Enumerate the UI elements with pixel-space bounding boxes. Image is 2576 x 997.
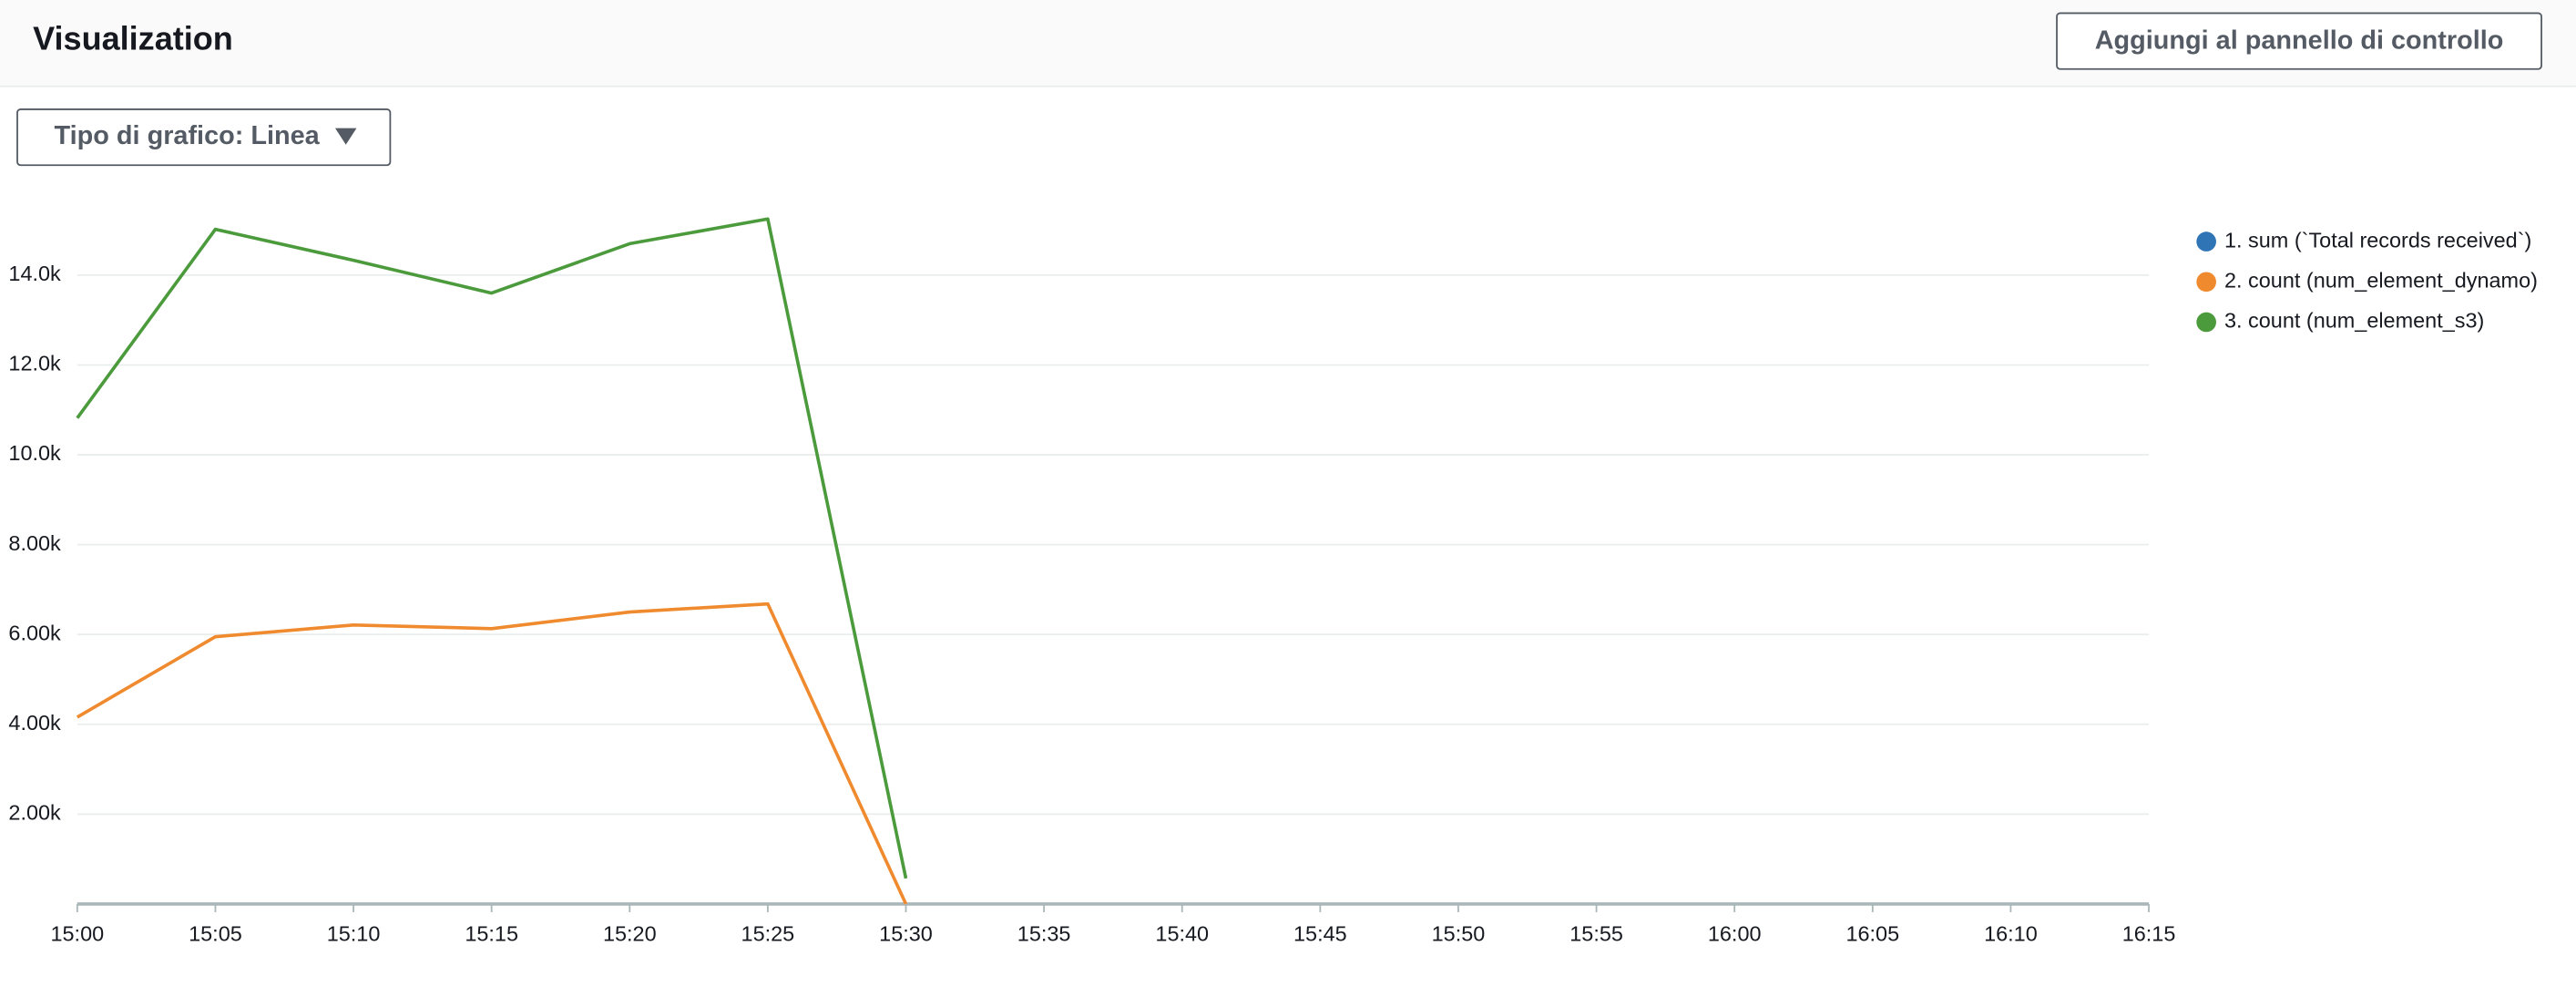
y-tick-label: 14.0k [8,262,61,285]
y-tick-label: 8.00k [8,531,61,555]
y-tick-label: 6.00k [8,621,61,644]
y-tick-label: 2.00k [8,801,61,825]
legend-label: 1. sum (`Total records received`) [2224,228,2531,252]
add-to-dashboard-button[interactable]: Aggiungi al pannello di controllo [2056,12,2542,70]
chart-type-dropdown[interactable]: Tipo di grafico: Linea [16,108,392,167]
y-tick-label: 4.00k [8,711,61,735]
dropdown-frame [16,108,392,167]
x-tick-label: 15:10 [327,921,381,945]
x-tick-label: 15:20 [603,921,657,945]
x-tick-label: 15:55 [1569,921,1623,945]
x-tick-label: 15:45 [1293,921,1347,945]
x-tick-label: 15:15 [465,921,518,945]
legend-swatch [2196,312,2216,333]
y-tick-label: 10.0k [8,441,61,465]
x-tick-label: 16:00 [1708,921,1762,945]
legend-swatch [2196,272,2216,293]
x-tick-label: 16:05 [1845,921,1899,945]
plot: 2.00k 4.00k 6.00k 8.00k 10.0k 12.0k 14.0k 15:00… [8,217,2538,945]
x-tick-label: 15:00 [50,921,104,945]
button-label: Aggiungi al pannello di controllo [2095,26,2504,56]
x-tick-label: 16:15 [2122,921,2176,945]
button-frame [2056,12,2542,70]
y-tick-label: 12.0k [8,352,61,375]
x-tick-label: 15:05 [189,921,242,945]
legend-label: 2. count (num_element_dynamo) [2224,268,2538,292]
legend-label: 3. count (num_element_s3) [2224,309,2484,333]
legend-swatch [2196,231,2216,252]
x-tick-label: 16:10 [1984,921,2038,945]
dropdown-label: Tipo di grafico: Linea [55,121,321,150]
header-title: Visualization [33,20,233,57]
x-tick-label: 15:25 [741,921,795,945]
x-tick-label: 15:30 [879,921,933,945]
x-tick-label: 15:40 [1155,921,1209,945]
x-tick-label: 15:35 [1017,921,1071,945]
x-tick-label: 15:50 [1432,921,1486,945]
series-line [76,601,908,905]
series-line [76,217,908,879]
dropdown-caret [334,128,357,145]
